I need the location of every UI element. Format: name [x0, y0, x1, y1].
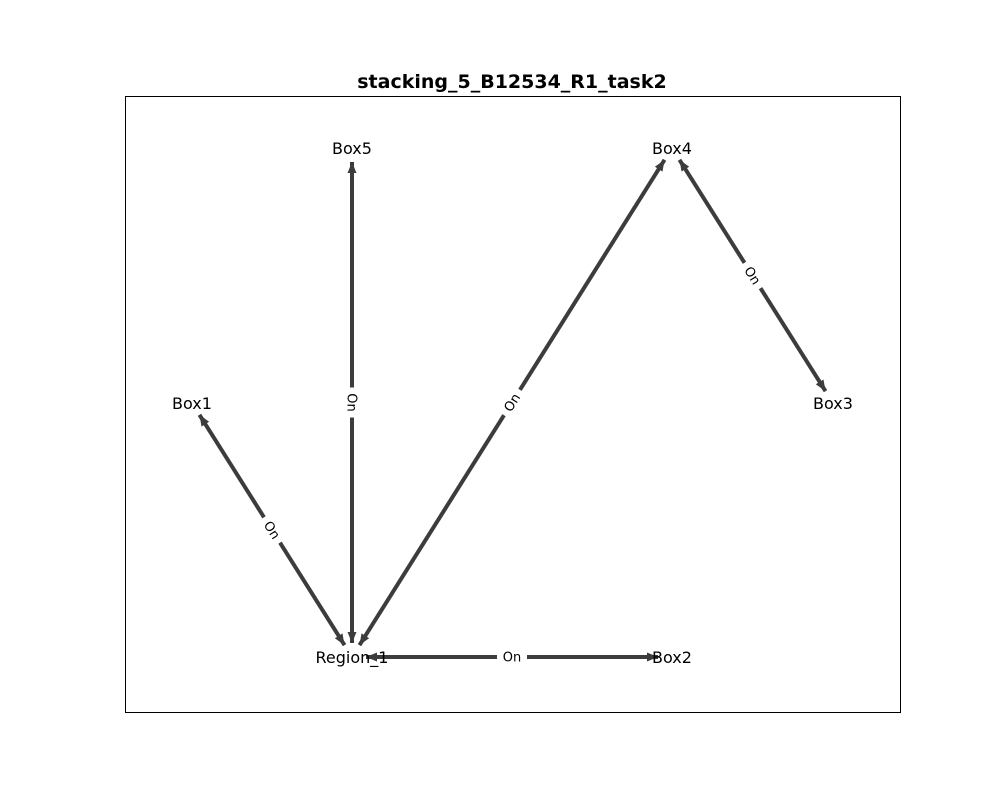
edge-box4-region1: On [357, 158, 667, 647]
edge-label-background [736, 257, 769, 294]
plot-frame [125, 96, 901, 713]
figure-title: stacking_5_B12534_R1_task2 [357, 71, 666, 93]
node-label-box3: Box3 [813, 394, 853, 413]
node-label-box5: Box5 [332, 139, 372, 158]
edge-label: On [503, 651, 521, 666]
arrowhead-source [199, 414, 210, 427]
arrowhead-source [815, 379, 826, 392]
nodes-layer: Box5 Box4 Box1 Box3 Region_1 Box2 [172, 139, 853, 668]
arrowhead-source [347, 162, 357, 173]
edge-label-background [497, 647, 527, 667]
edge-box5-region1: On [342, 162, 362, 643]
edge-label-group: On [736, 257, 769, 294]
edge-box1-region1: On [197, 413, 347, 647]
edge-box2-region1: On [366, 647, 658, 667]
edge-label-background [495, 384, 529, 421]
edge-label-group: On [342, 387, 362, 418]
arrowhead-target [347, 632, 357, 643]
arrowhead-source [647, 652, 658, 662]
node-label-region1: Region_1 [316, 648, 389, 668]
arrowhead-target [359, 633, 370, 646]
edge-label-group: On [495, 384, 529, 421]
edges-layer: On On On On On [197, 158, 828, 667]
edge-label-background [255, 511, 289, 549]
edge-box3-box4: On [677, 158, 828, 393]
edge-label-background [342, 387, 362, 418]
node-label-box2: Box2 [652, 648, 692, 667]
edge-label-group: On [497, 647, 527, 667]
edge-label-group: On [255, 511, 289, 549]
arrowhead-source [654, 159, 665, 172]
arrowhead-target [679, 159, 690, 172]
arrowhead-target [366, 652, 377, 662]
edge-label: On [344, 393, 359, 411]
node-label-box1: Box1 [172, 394, 212, 413]
node-label-box4: Box4 [652, 139, 692, 158]
arrowhead-target [334, 633, 345, 646]
